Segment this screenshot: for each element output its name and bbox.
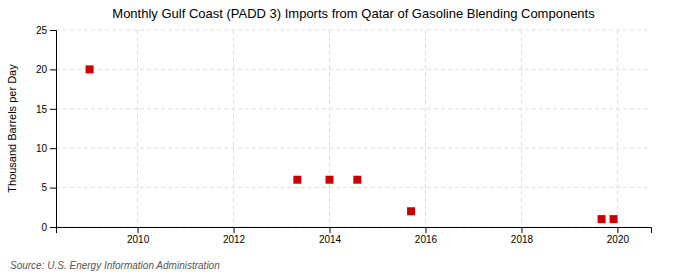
x-tick-label: 2016: [415, 234, 438, 245]
x-tick-label: 2012: [223, 234, 246, 245]
point: [326, 176, 334, 184]
y-tick-label: 5: [41, 182, 47, 193]
x-grid-line: [425, 30, 426, 227]
title: Monthly Gulf Coast (PADD 3) Imports from…: [112, 6, 595, 21]
y-grid-line: [56, 187, 651, 188]
grid: [56, 30, 651, 227]
y-tick-mark: [50, 109, 56, 110]
source: Source: U.S. Energy Information Administ…: [10, 260, 220, 271]
x-grid-line: [329, 30, 330, 227]
y-grid-line: [56, 30, 651, 31]
chart: 2010 2012 2014 2016 2018 2020 0 5 10 15 20 25 Monthl…: [0, 0, 675, 275]
x-tick: 2010: [127, 227, 150, 245]
y-grid-line: [56, 69, 651, 70]
x-tick-mark: [330, 227, 331, 233]
y-tick: 15: [36, 104, 56, 115]
x-tick-label: 2010: [127, 234, 150, 245]
point: [407, 207, 415, 215]
x-tick: 2020: [607, 227, 630, 245]
y-tick-mark: [50, 148, 56, 149]
x-axis: 2010 2012 2014 2016 2018 2020: [57, 227, 652, 245]
x-tick-label: 2018: [511, 234, 534, 245]
x-grid-line: [233, 30, 234, 227]
x-tick: 2018: [511, 227, 534, 245]
y-axis-line: [50, 31, 57, 228]
y-tick-label: 25: [36, 25, 48, 36]
y-tick: 10: [36, 143, 56, 154]
y-grid-line: [56, 108, 651, 109]
x-axis-line: [57, 228, 652, 234]
y-tick-mark: [50, 188, 56, 189]
x-tick-mark: [521, 227, 522, 233]
y-tick-label: 15: [36, 104, 48, 115]
y-tick-label: 10: [36, 143, 48, 154]
x-grid-line: [617, 30, 618, 227]
x-tick-label: 2014: [319, 234, 342, 245]
x-tick-mark: [234, 227, 235, 233]
x-grid-line: [137, 30, 138, 227]
y-tick-label: 0: [41, 222, 47, 233]
y-tick: 0: [41, 222, 56, 233]
x-tick: 2014: [319, 227, 342, 245]
point: [293, 176, 301, 184]
y-tick-mark: [50, 30, 56, 31]
y-axis: 0 5 10 15 20 25: [36, 25, 57, 233]
y-tick: 5: [41, 182, 56, 193]
y-tick: 25: [36, 25, 56, 36]
x-tick-mark: [138, 227, 139, 233]
y-tick: 20: [36, 64, 56, 75]
x-grid-line: [521, 30, 522, 227]
x-tick-mark: [617, 227, 618, 233]
x-tick-mark: [425, 227, 426, 233]
y-tick-mark: [50, 69, 56, 70]
plot: 2010 2012 2014 2016 2018 2020 0 5 10 15 20 25: [36, 25, 652, 245]
x-tick-label: 2020: [607, 234, 630, 245]
point: [598, 215, 606, 223]
y-tick-label: 20: [36, 64, 48, 75]
x-tick: 2016: [415, 227, 438, 245]
x-tick: 2012: [223, 227, 246, 245]
y-grid-line: [56, 148, 651, 149]
point: [86, 65, 94, 73]
point: [610, 215, 618, 223]
points: [86, 65, 618, 223]
y-tick-mark: [50, 227, 56, 228]
y-axis-title: Thousand Barrels per Day: [6, 64, 18, 193]
point: [353, 176, 361, 184]
